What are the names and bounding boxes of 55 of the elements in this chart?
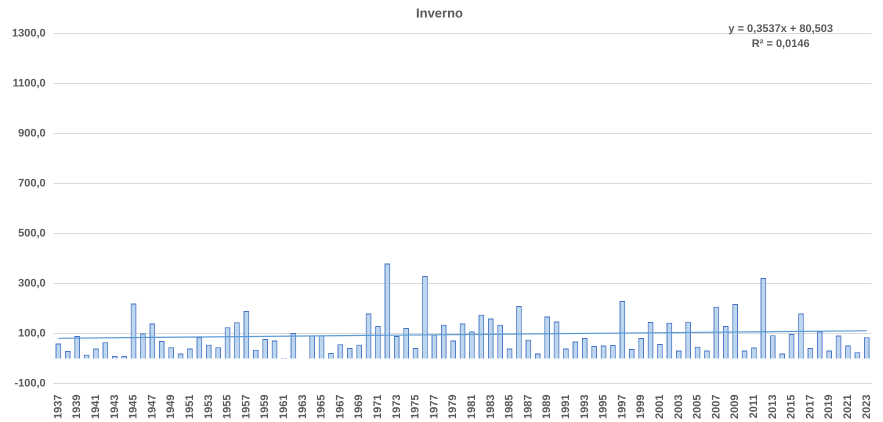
x-tick-label: 1975 <box>410 394 422 420</box>
x-tick-label: 2015 <box>786 394 798 420</box>
y-tick-label: 300,0 <box>18 278 46 290</box>
x-tick-label: 1971 <box>372 394 384 420</box>
x-tick-label: 1939 <box>71 394 84 420</box>
x-tick-label: 2005 <box>692 394 704 420</box>
y-tick-label: 500,0 <box>18 228 46 240</box>
x-tick-label: 2009 <box>729 394 742 420</box>
x-tick-label: 2007 <box>710 394 722 420</box>
x-tick-label: 2003 <box>672 394 685 420</box>
x-tick-label: 1973 <box>390 394 403 420</box>
x-tick-label: 1999 <box>635 394 648 420</box>
chart-title: Inverno <box>416 5 464 20</box>
y-tick-label: 700,0 <box>18 178 46 190</box>
x-tick-label: 1941 <box>90 394 102 420</box>
annotation: R² = 0,0146 <box>750 37 811 52</box>
annotation: y = 0,3537x + 80,503 <box>728 22 833 37</box>
y-tick-label: 900,0 <box>18 128 46 140</box>
x-tick-label: 2001 <box>654 394 666 420</box>
x-tick-label: 1967 <box>334 394 346 420</box>
x-tick-label: 1943 <box>108 394 121 420</box>
x-tick-label: 2017 <box>804 394 816 420</box>
x-tick-label: 1979 <box>447 394 460 420</box>
y-tick-label: -100,0 <box>14 378 46 390</box>
x-tick-label: 1997 <box>616 394 628 420</box>
x-tick-label: 2023 <box>860 394 873 420</box>
x-tick-label: 1959 <box>259 394 272 420</box>
x-tick-label: 1995 <box>598 394 610 420</box>
x-tick-label: 1945 <box>128 394 140 420</box>
x-tick-label: 1987 <box>522 394 534 420</box>
x-tick-label: 1981 <box>466 394 478 420</box>
x-tick-label: 2021 <box>842 394 854 420</box>
x-tick-label: 1977 <box>428 394 440 420</box>
x-tick-label: 1989 <box>541 394 554 420</box>
y-tick-label: 1300,0 <box>12 28 46 40</box>
x-tick-label: 1953 <box>202 394 215 420</box>
x-tick-label: 1965 <box>316 394 328 420</box>
x-tick-label: 1961 <box>278 394 290 420</box>
x-tick-label: 1983 <box>484 394 497 420</box>
x-tick-label: 1985 <box>504 394 516 420</box>
y-tick-label: 100,0 <box>18 328 46 340</box>
x-tick-label: 2011 <box>748 394 760 418</box>
x-tick-label: 1951 <box>184 394 196 420</box>
x-tick-label: 1993 <box>578 394 591 420</box>
x-tick-label: 2019 <box>823 394 836 420</box>
x-tick-label: 1969 <box>353 394 366 420</box>
x-tick-label: 1957 <box>240 394 252 420</box>
x-tick-label: 1937 <box>52 394 64 420</box>
x-tick-label: 1991 <box>560 394 572 420</box>
y-tick-label: 1100,0 <box>12 78 46 90</box>
x-tick-label: 1955 <box>222 394 234 420</box>
x-tick-label: 1947 <box>146 394 158 420</box>
x-tick-label: 1949 <box>165 394 178 420</box>
x-tick-label: 1963 <box>296 394 309 420</box>
x-tick-label: 2013 <box>766 394 779 420</box>
